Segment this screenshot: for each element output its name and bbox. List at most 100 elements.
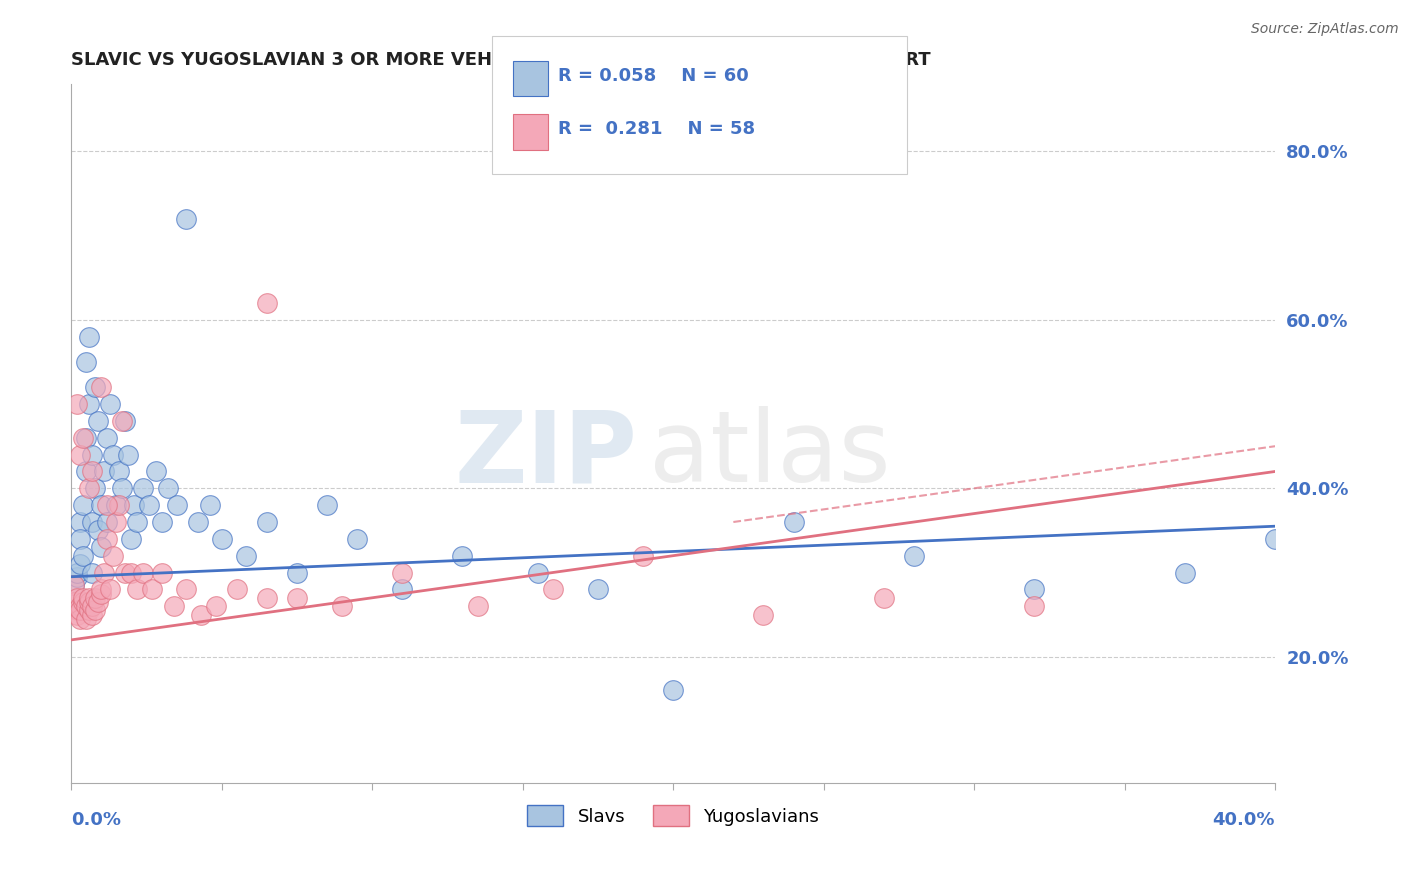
Point [72, 591, 94, 605]
Point [211, 532, 233, 546]
Text: R =  0.281    N = 58: R = 0.281 N = 58 [558, 120, 755, 138]
Point [63, 578, 86, 592]
Point [82, 465, 104, 479]
Point [79, 595, 101, 609]
Point [82, 448, 104, 462]
Point [174, 211, 197, 226]
Point [204, 599, 226, 614]
Text: 40.0%: 40.0% [1212, 811, 1275, 829]
Point [82, 607, 104, 622]
Point [75, 431, 97, 445]
Point [72, 431, 94, 445]
Point [662, 683, 685, 698]
Point [586, 582, 609, 597]
Point [79, 603, 101, 617]
Point [66, 603, 89, 617]
Point [108, 498, 131, 512]
Point [75, 465, 97, 479]
Point [120, 566, 142, 580]
Point [98, 582, 121, 597]
Point [96, 431, 118, 445]
Point [114, 414, 136, 428]
Point [114, 566, 136, 580]
Point [72, 549, 94, 563]
Point [1264, 532, 1286, 546]
Point [156, 481, 179, 495]
Point [84, 380, 107, 394]
Point [316, 498, 339, 512]
Point [391, 582, 413, 597]
Point [346, 532, 368, 546]
Point [631, 549, 654, 563]
Point [82, 599, 104, 614]
Point [198, 498, 221, 512]
Point [66, 607, 89, 622]
Point [103, 448, 125, 462]
Point [90, 586, 112, 600]
Point [90, 498, 112, 512]
Point [69, 557, 91, 571]
Point [66, 570, 89, 584]
Point [166, 498, 188, 512]
Point [127, 515, 149, 529]
Point [903, 549, 925, 563]
Point [138, 498, 160, 512]
Text: ZIP: ZIP [454, 406, 637, 503]
Point [79, 397, 101, 411]
Point [190, 607, 212, 622]
Point [75, 612, 97, 626]
Point [330, 599, 353, 614]
Text: Source: ZipAtlas.com: Source: ZipAtlas.com [1251, 22, 1399, 37]
Point [285, 591, 308, 605]
Point [82, 566, 104, 580]
Point [117, 448, 139, 462]
Point [69, 448, 91, 462]
Point [93, 566, 115, 580]
Point [187, 515, 209, 529]
Point [873, 591, 896, 605]
Point [72, 595, 94, 609]
Point [451, 549, 474, 563]
Point [782, 515, 804, 529]
Point [93, 465, 115, 479]
Point [63, 595, 86, 609]
Point [256, 515, 278, 529]
Point [120, 532, 142, 546]
Point [69, 515, 91, 529]
Point [225, 582, 247, 597]
Point [84, 591, 107, 605]
Point [111, 414, 134, 428]
Point [66, 591, 89, 605]
Point [96, 498, 118, 512]
Point [526, 566, 548, 580]
Point [79, 591, 101, 605]
Point [103, 549, 125, 563]
Text: 0.0%: 0.0% [72, 811, 121, 829]
Point [132, 566, 155, 580]
Point [235, 549, 257, 563]
Point [541, 582, 564, 597]
Point [90, 541, 112, 555]
Point [69, 612, 91, 626]
Point [105, 498, 128, 512]
Point [90, 380, 112, 394]
Point [79, 330, 101, 344]
Point [87, 524, 110, 538]
Point [391, 566, 413, 580]
Point [285, 566, 308, 580]
Point [87, 595, 110, 609]
Point [111, 481, 134, 495]
Point [150, 515, 173, 529]
Point [256, 591, 278, 605]
Point [87, 414, 110, 428]
Point [174, 582, 197, 597]
Text: R = 0.058    N = 60: R = 0.058 N = 60 [558, 67, 749, 85]
Point [75, 355, 97, 369]
Point [132, 481, 155, 495]
Point [96, 532, 118, 546]
Text: atlas: atlas [650, 406, 891, 503]
Point [127, 582, 149, 597]
Legend: Slavs, Yugoslavians: Slavs, Yugoslavians [520, 798, 827, 833]
Point [79, 481, 101, 495]
Point [69, 532, 91, 546]
